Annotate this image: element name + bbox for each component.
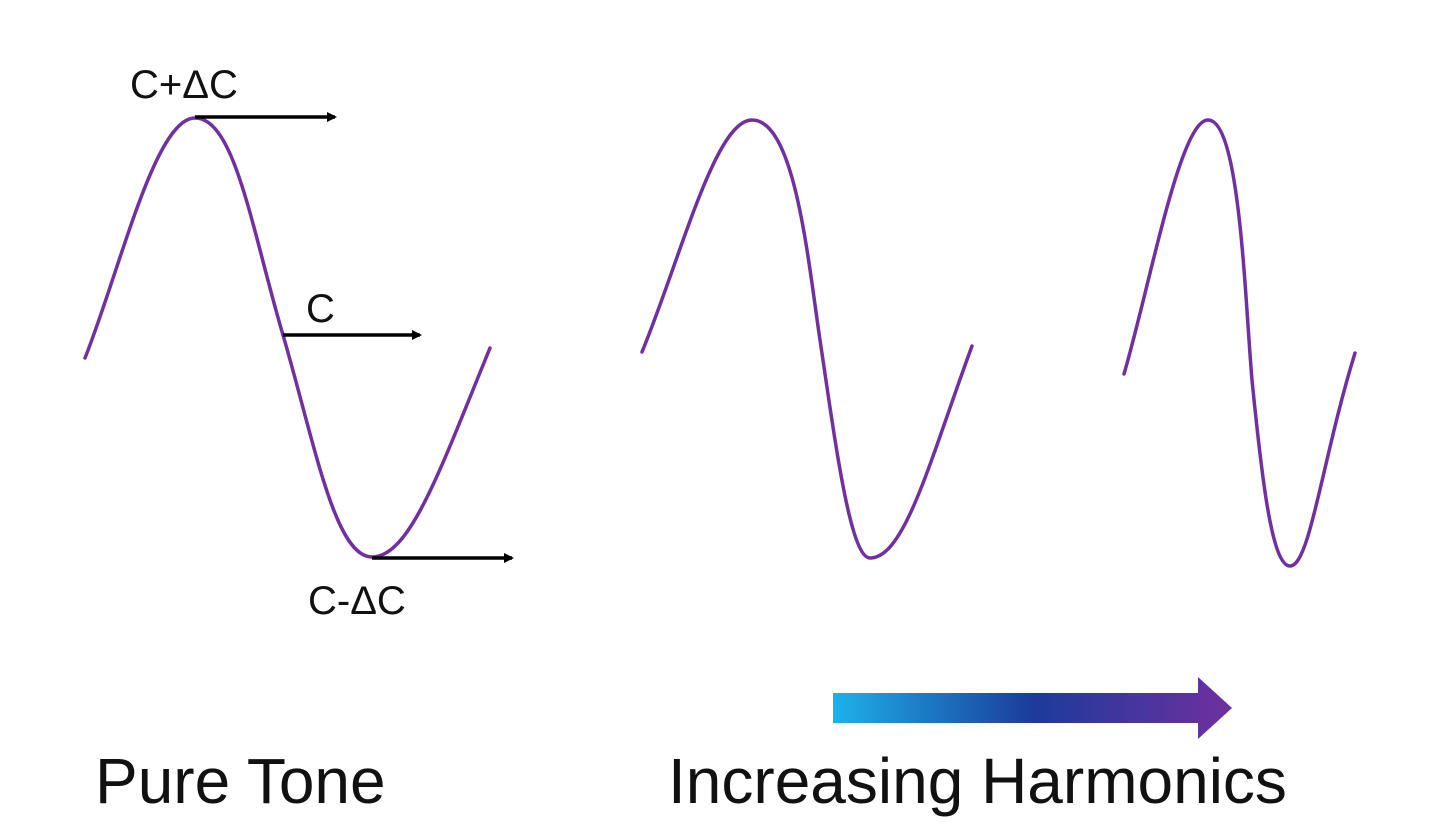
pure-tone-caption: Pure Tone <box>95 745 386 817</box>
high-harmonics-wave <box>1122 118 1357 568</box>
label-high-pressure: C+ΔC <box>130 63 238 107</box>
medium-harmonics-wave <box>640 118 974 560</box>
label-low-pressure: C-ΔC <box>308 579 406 623</box>
pure-tone-wave <box>83 116 492 559</box>
label-mid-pressure: C <box>306 287 335 331</box>
increasing-harmonics-arrow <box>833 677 1232 739</box>
increasing-harmonics-caption: Increasing Harmonics <box>668 745 1287 817</box>
